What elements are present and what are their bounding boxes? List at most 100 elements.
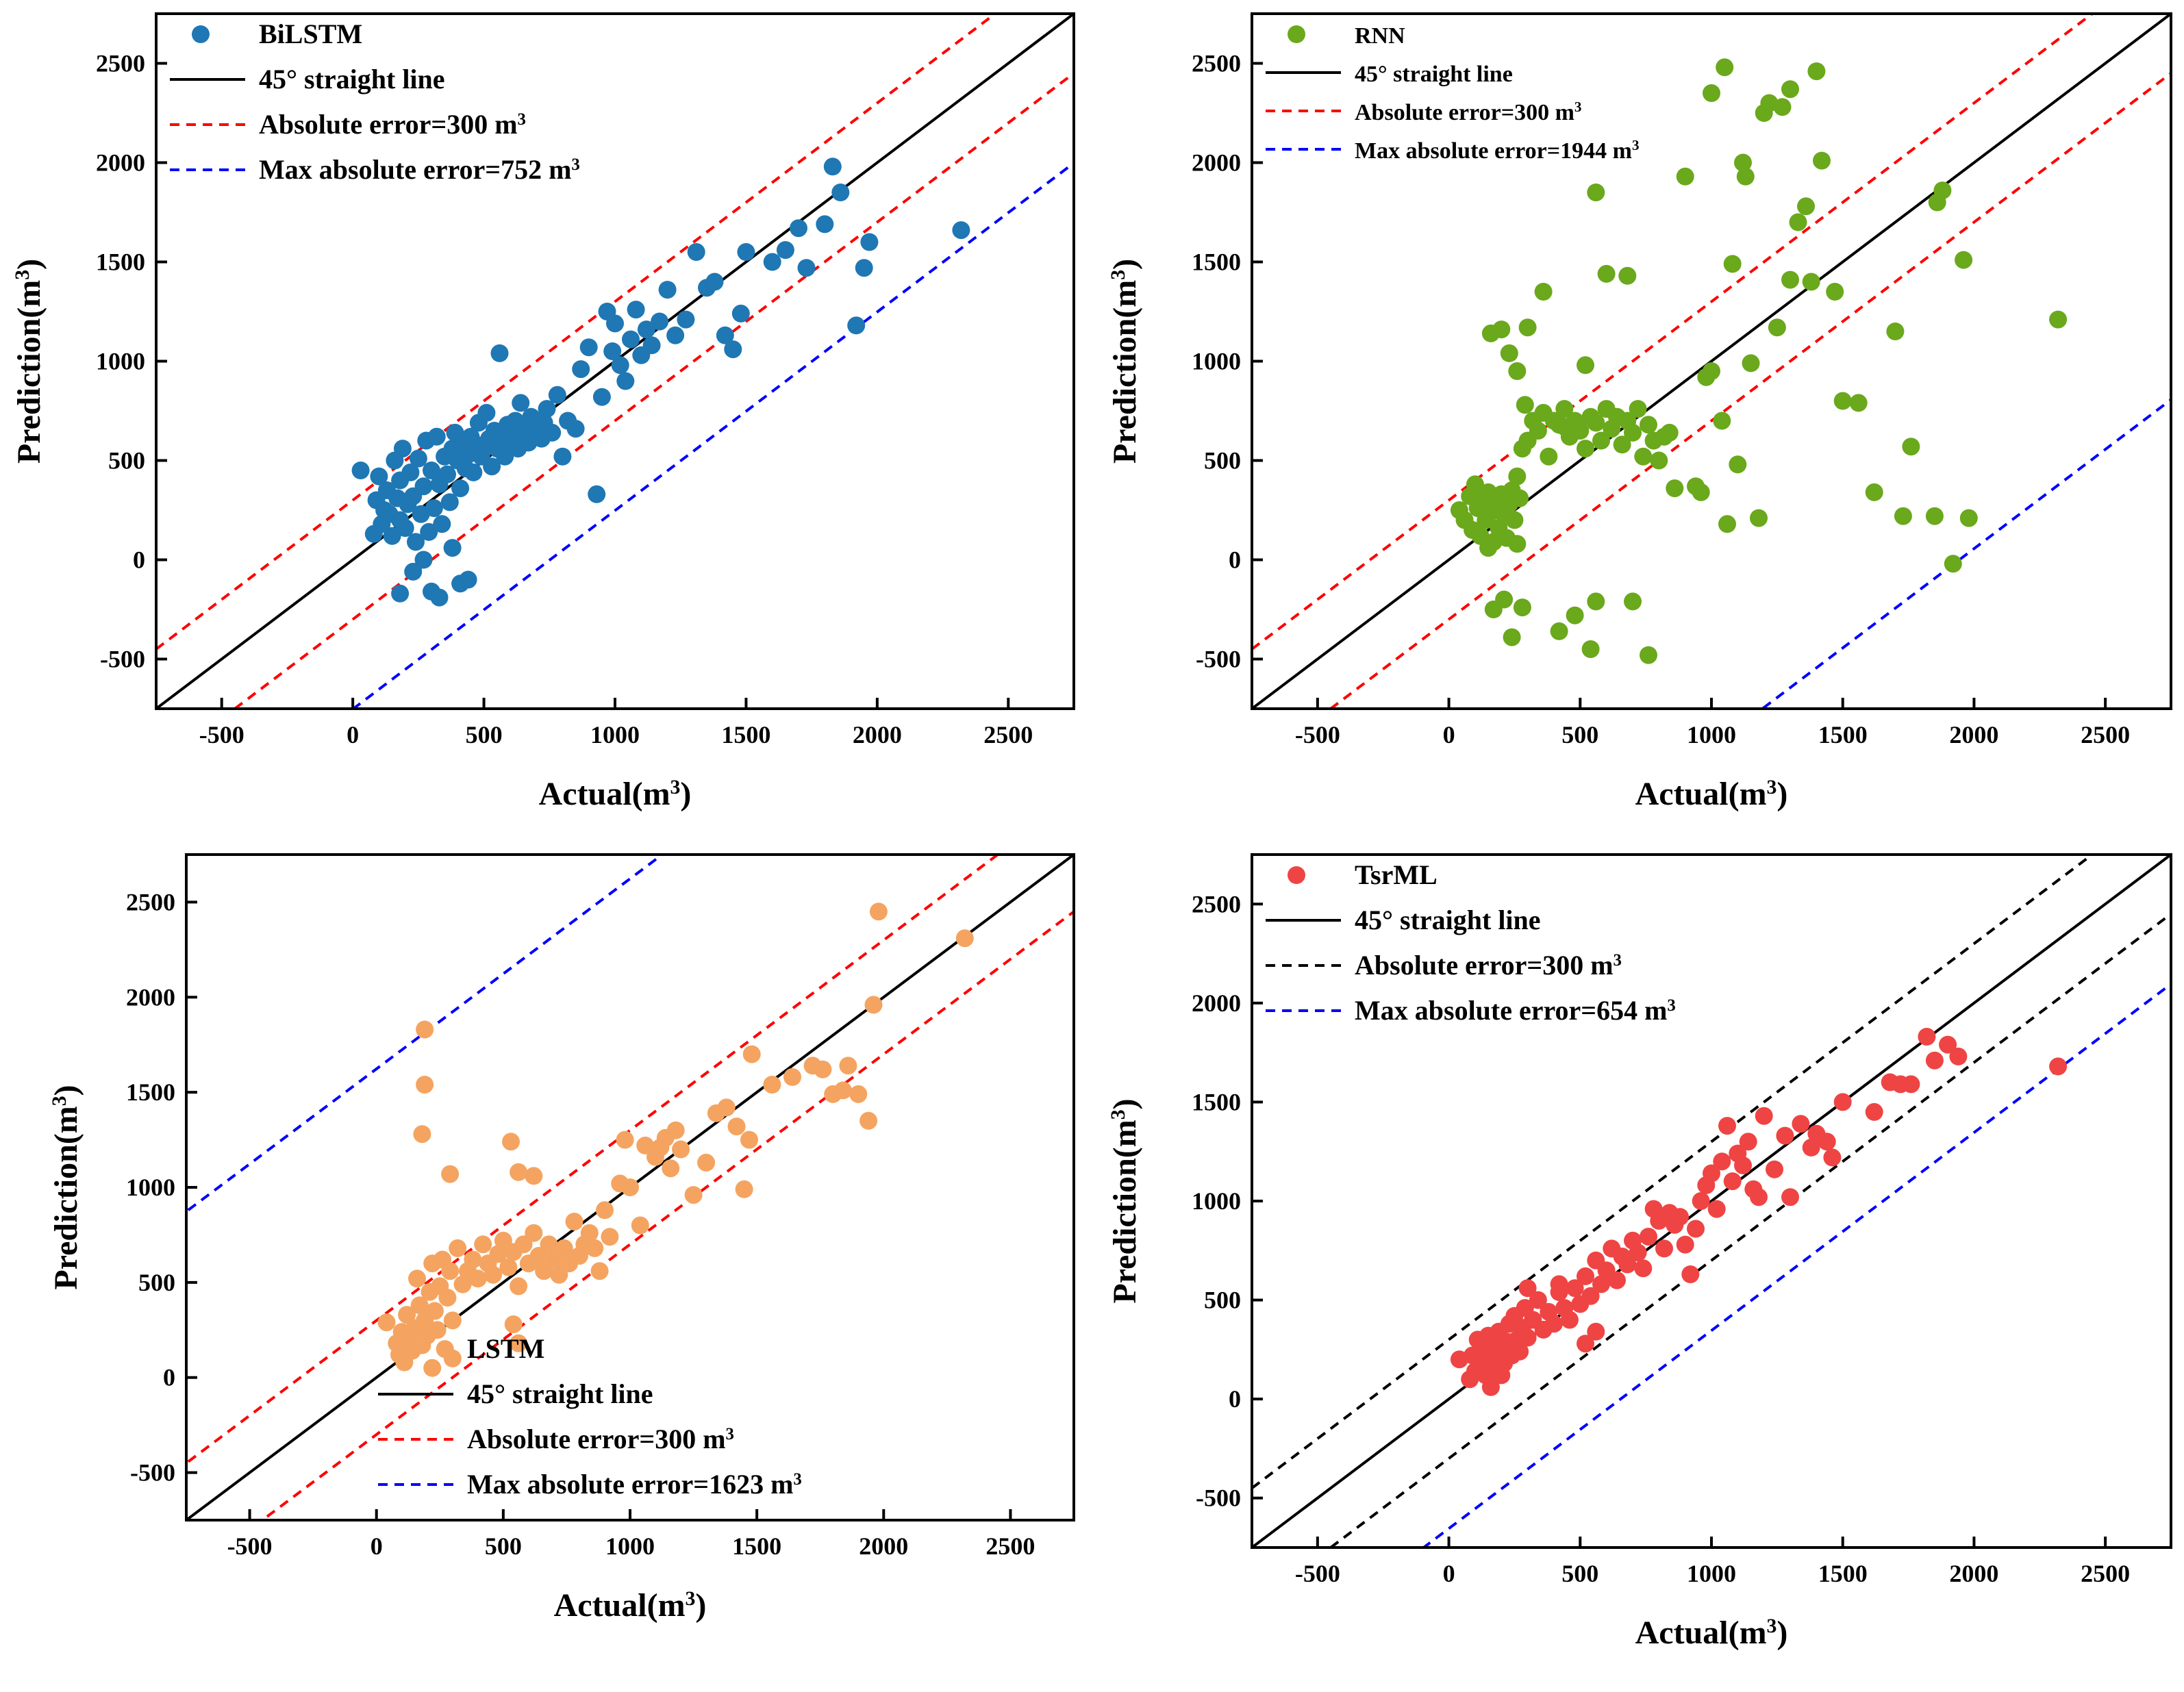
- chart-rnn-point: [1666, 479, 1684, 498]
- chart-rnn-point: [1650, 451, 1668, 470]
- chart-rnn-point: [1894, 507, 1912, 525]
- chart-tsrml-point: [1577, 1335, 1594, 1353]
- chart-tsrml-x-tick-label: 2000: [1949, 1560, 1998, 1587]
- chart-bilstm-point: [370, 467, 388, 485]
- chart-tsrml-y-tick-label: 2000: [1192, 989, 1241, 1017]
- chart-tsrml-y-tick-label: 0: [1229, 1385, 1241, 1413]
- chart-tsrml-x-tick-label: 1500: [1818, 1560, 1868, 1587]
- chart-rnn-y-axis-title: Prediction(m3): [1107, 259, 1144, 464]
- chart-rnn-point: [1723, 255, 1742, 273]
- chart-rnn-point: [1797, 197, 1815, 216]
- chart-lstm-point: [425, 1302, 444, 1320]
- chart-rnn-y-tick-label: 1500: [1192, 249, 1241, 276]
- chart-tsrml-point: [1592, 1275, 1610, 1293]
- chart-bilstm-point: [606, 314, 624, 333]
- chart-lstm-point: [499, 1258, 518, 1276]
- chart-rnn-point: [1577, 356, 1594, 375]
- chart-bilstm-point: [763, 253, 781, 271]
- chart-lstm-point: [525, 1167, 543, 1185]
- chart-rnn-legend-label: Absolute error=300 m3: [1355, 99, 1581, 125]
- chart-rnn-point: [1500, 344, 1518, 362]
- chart-lstm-point: [616, 1131, 634, 1149]
- chart-lstm-point: [544, 1250, 563, 1269]
- chart-lstm-point: [662, 1159, 680, 1178]
- chart-bilstm-x-tick-label: 2000: [853, 721, 902, 748]
- chart-lstm-point: [621, 1178, 639, 1196]
- chart-bilstm-point: [396, 519, 414, 538]
- chart-tsrml-legend-label: TsrML: [1355, 859, 1438, 890]
- chart-tsrml-point: [1692, 1192, 1710, 1210]
- chart-tsrml-diagonal-line: [1252, 855, 2171, 1548]
- chart-bilstm-point: [427, 427, 446, 446]
- chart-rnn-legend-label: 45° straight line: [1355, 62, 1513, 87]
- chart-bilstm-point: [566, 420, 585, 438]
- chart-bilstm-point: [409, 449, 427, 468]
- chart-bilstm-point: [724, 340, 742, 359]
- chart-lstm-point: [636, 1136, 655, 1154]
- chart-rnn-point: [1613, 435, 1631, 454]
- chart-tsrml-x-axis-title: Actual(m3): [1635, 1615, 1788, 1652]
- chart-bilstm-point: [651, 312, 669, 331]
- chart-rnn-point: [1503, 628, 1521, 646]
- chart-tsrml-point: [1511, 1342, 1529, 1361]
- chart-tsrml-y-tick-label: 2500: [1192, 890, 1241, 918]
- chart-tsrml-point: [1949, 1047, 1968, 1065]
- chart-rnn-point: [1624, 423, 1642, 442]
- chart-lstm-point: [474, 1235, 492, 1254]
- chart-bilstm-point: [538, 400, 556, 418]
- chart-bilstm-point: [637, 320, 655, 339]
- chart-lstm-point: [464, 1250, 482, 1269]
- chart-bilstm-legend-marker: [192, 25, 210, 43]
- chart-tsrml-legend-label: Absolute error=300 m3: [1355, 950, 1622, 981]
- chart-tsrml-point: [1755, 1107, 1773, 1125]
- chart-bilstm-point: [391, 584, 410, 603]
- chart-lstm-legend-label: LSTM: [467, 1333, 544, 1364]
- chart-tsrml-point: [1707, 1200, 1726, 1218]
- chart-bilstm-point: [414, 477, 433, 496]
- chart-bilstm-point: [611, 356, 629, 375]
- chart-bilstm-legend-label: Absolute error=300 m3: [259, 109, 526, 140]
- chart-bilstm-x-tick-label: -500: [199, 721, 244, 748]
- chart-lstm-point: [631, 1216, 649, 1235]
- chart-lstm-point: [443, 1349, 462, 1367]
- chart-lstm-point: [438, 1289, 457, 1307]
- chart-bilstm-point: [420, 522, 438, 541]
- chart-rnn-legend-marker: [1288, 25, 1305, 43]
- chart-lstm-point: [590, 1262, 609, 1280]
- chart-bilstm-legend-label: 45° straight line: [259, 64, 445, 94]
- chart-rnn-point: [1676, 167, 1694, 186]
- chart-tsrml-point: [1560, 1311, 1579, 1329]
- chart-bilstm-point: [592, 388, 611, 406]
- chart-lstm-point: [672, 1140, 690, 1159]
- chart-rnn-point: [1566, 606, 1584, 624]
- chart-rnn-x-tick-label: 2500: [2081, 721, 2130, 748]
- chart-tsrml-point: [1918, 1028, 1936, 1046]
- chart-bilstm-point: [490, 344, 509, 362]
- chart-rnn-y-tick-label: 2000: [1192, 149, 1241, 177]
- chart-bilstm-point: [407, 533, 425, 551]
- chart-rnn-point: [1555, 400, 1574, 418]
- chart-tsrml-point: [1802, 1138, 1820, 1157]
- chart-tsrml-legend: TsrML 45° straight line Absolute error=300…: [1266, 859, 1676, 1026]
- chart-lstm-point: [408, 1270, 426, 1288]
- chart-lstm-y-tick-label: -500: [130, 1459, 175, 1487]
- chart-rnn-point: [1640, 646, 1657, 664]
- chart-rnn-point: [1640, 416, 1657, 434]
- chart-lstm-legend-marker: [400, 1340, 418, 1358]
- chart-bilstm-point: [459, 570, 477, 589]
- chart-rnn-point: [1597, 264, 1616, 283]
- chart-tsrml-point: [1734, 1157, 1752, 1174]
- chart-lstm-point: [684, 1186, 703, 1204]
- chart-rnn-y-tick-label: 0: [1229, 546, 1241, 574]
- chart-lstm-point: [742, 1045, 761, 1063]
- chart-tsrml-point: [1518, 1279, 1537, 1298]
- chart-rnn-point: [1849, 394, 1868, 412]
- chart-lstm-point: [550, 1265, 568, 1284]
- chart-rnn-y-tick-label: 1000: [1192, 348, 1241, 375]
- chart-bilstm-point: [588, 485, 606, 503]
- chart-lstm-point: [428, 1321, 447, 1339]
- chart-bilstm-point: [440, 493, 459, 512]
- chart-tsrml-point: [1939, 1035, 1957, 1054]
- chart-lstm-point: [596, 1201, 614, 1220]
- chart-bilstm-point: [414, 551, 433, 569]
